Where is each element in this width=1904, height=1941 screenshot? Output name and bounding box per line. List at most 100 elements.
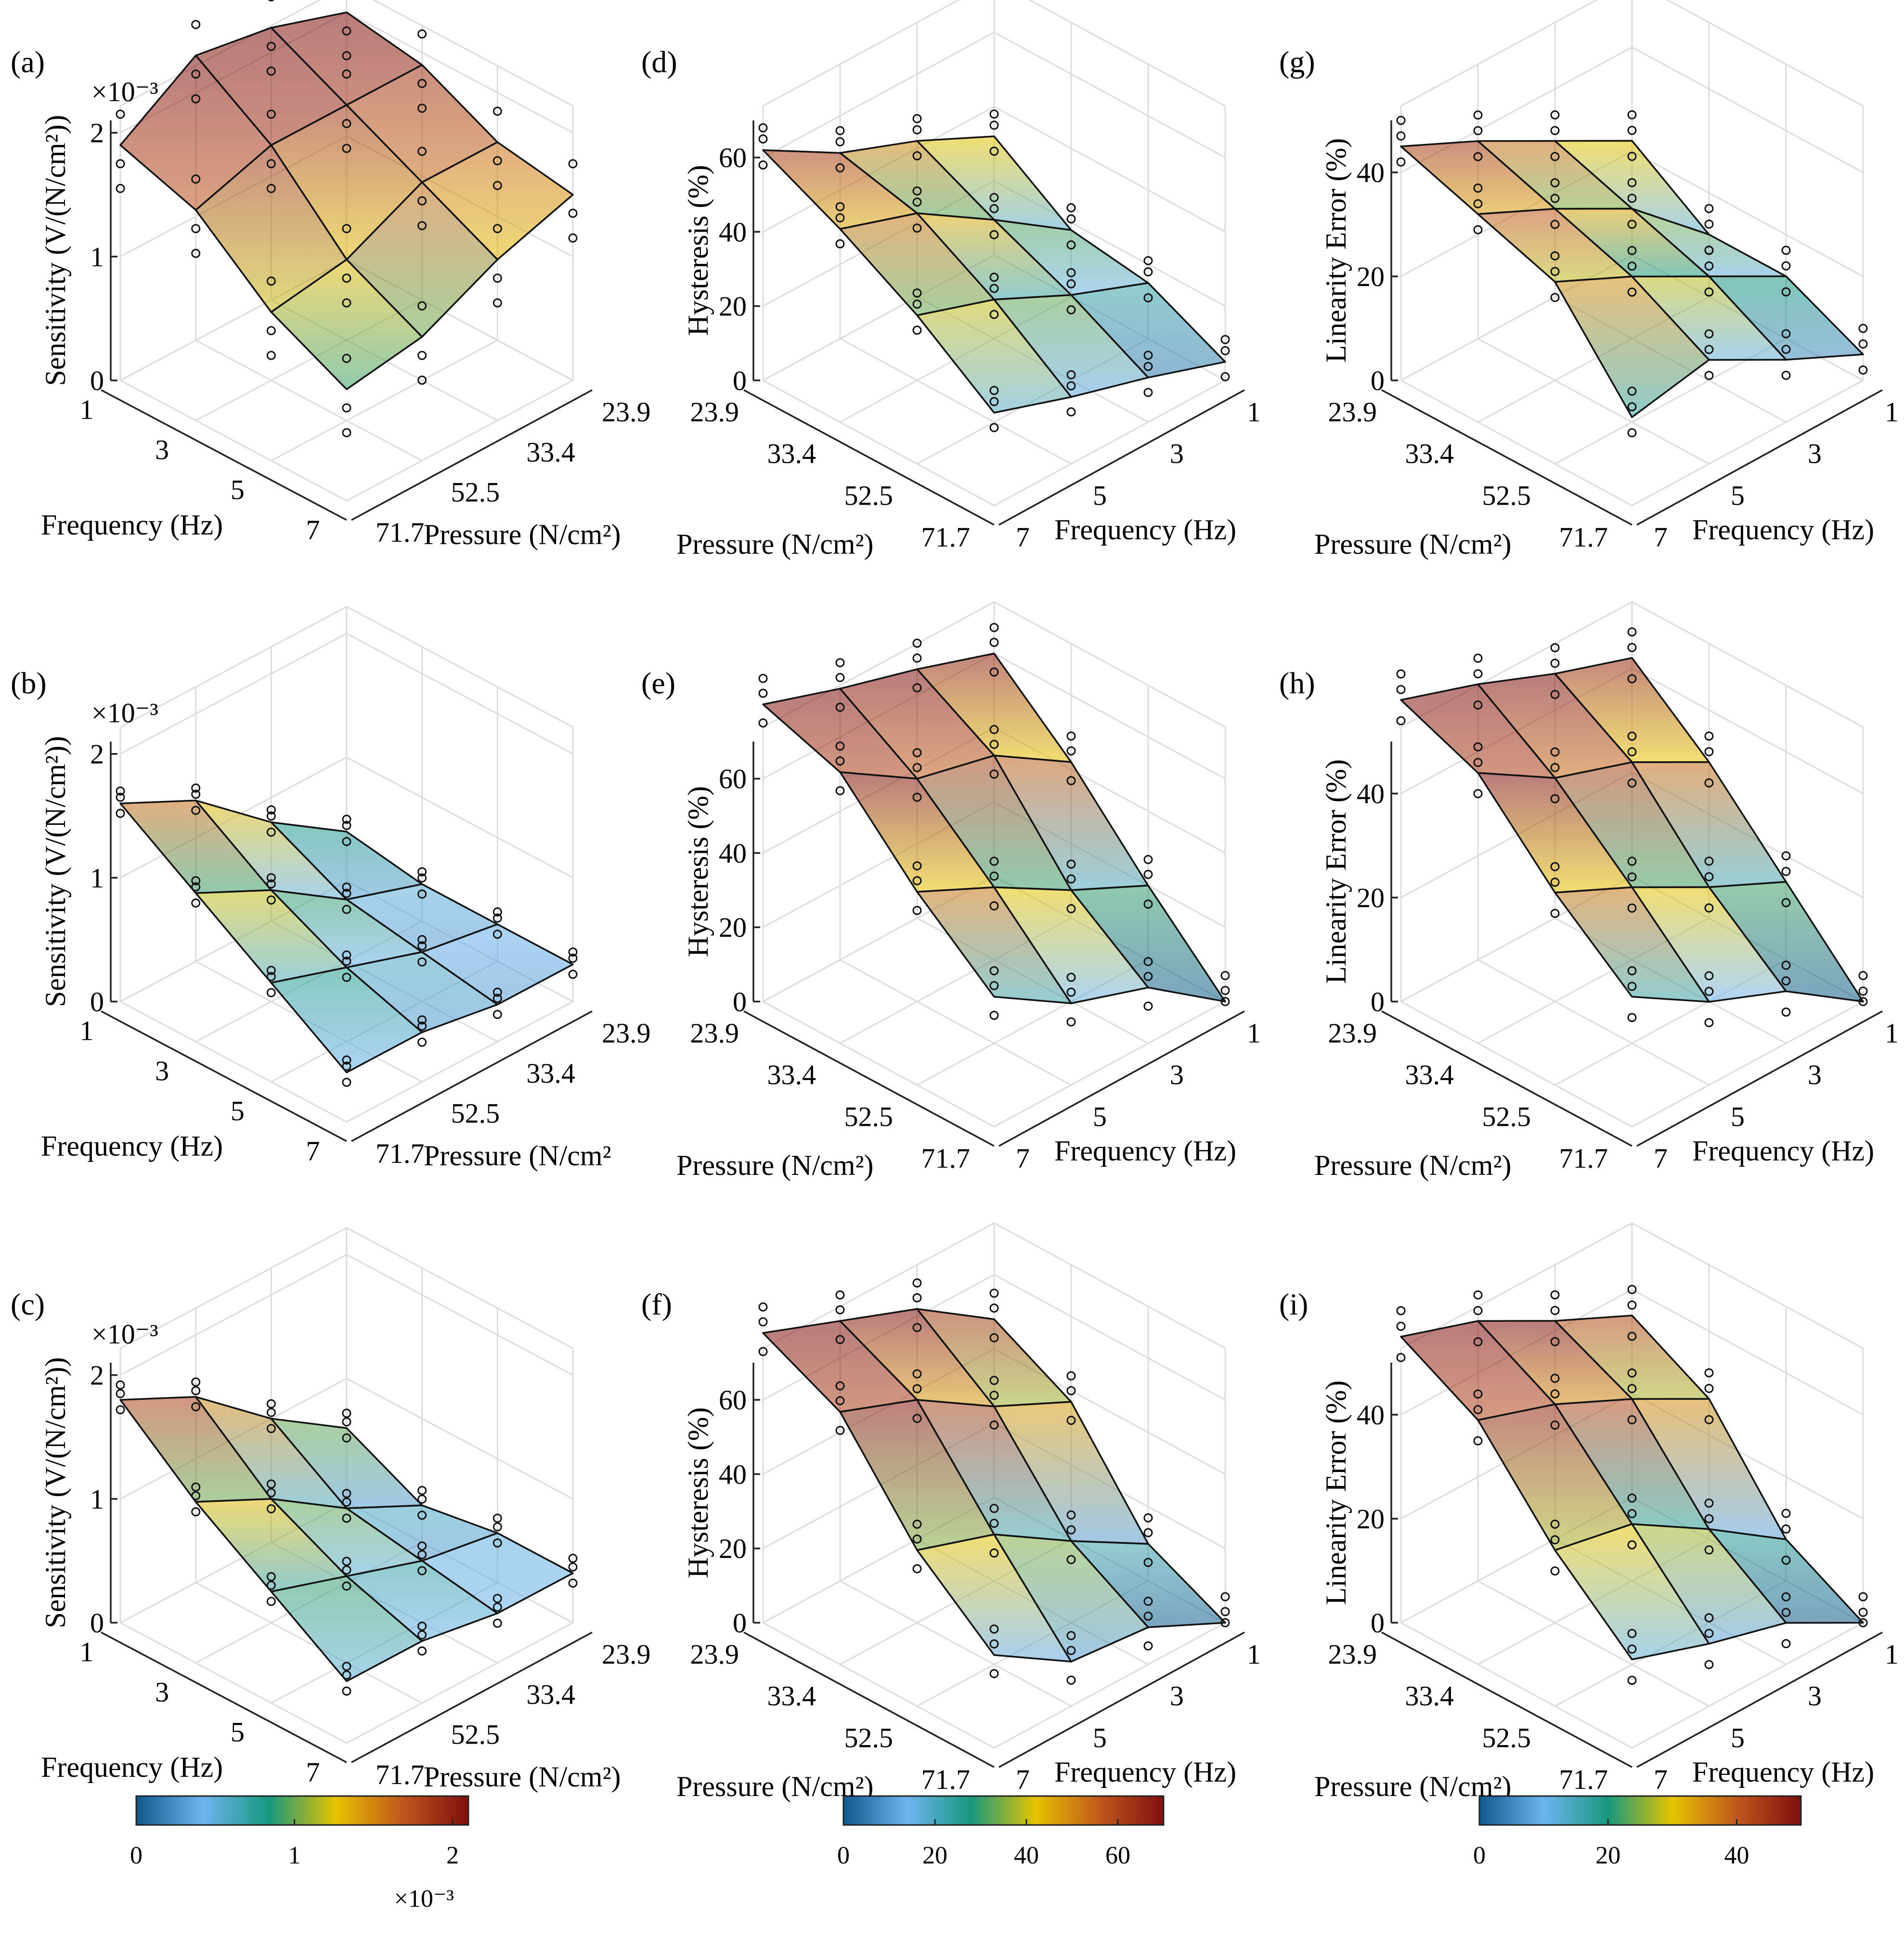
panel-label-h: (h) (1279, 666, 1315, 700)
data-point (191, 174, 201, 184)
data-point (342, 1686, 351, 1696)
data-point (912, 300, 922, 309)
data-point (1550, 220, 1560, 229)
data-point (835, 1381, 845, 1391)
data-point (191, 1386, 201, 1395)
data-point (1066, 214, 1076, 224)
data-point (342, 119, 351, 129)
data-point (191, 783, 201, 793)
data-point (1627, 1331, 1637, 1341)
panel-b-scatter (116, 783, 578, 1087)
panel-i-pressure-tick: 52.5 (1482, 1722, 1531, 1753)
data-point (1066, 1510, 1076, 1520)
data-point (1550, 1337, 1560, 1346)
data-point (1704, 1368, 1714, 1378)
data-point (1143, 256, 1153, 265)
panel-label-d: (d) (641, 45, 677, 79)
panel-b-axes (101, 742, 593, 1142)
data-point (1473, 110, 1483, 120)
panel-h-scatter (1396, 627, 1868, 1028)
data-point (1066, 1371, 1076, 1381)
data-point (1143, 1528, 1153, 1537)
data-point (835, 239, 845, 248)
data-point (116, 1380, 125, 1390)
panel-h-ztick: 0 (1371, 986, 1385, 1017)
data-point (1550, 1519, 1560, 1529)
panel-f-pressure-tick: 71.7 (921, 1764, 971, 1795)
data-point (1550, 1420, 1560, 1430)
data-point (1627, 643, 1637, 652)
data-point (342, 1417, 351, 1427)
data-point (1550, 658, 1560, 668)
data-point (1473, 653, 1483, 663)
data-point (1627, 178, 1637, 187)
data-point (1143, 362, 1153, 371)
data-point (1781, 851, 1791, 860)
colorbar-3-tick: 0 (1473, 1842, 1486, 1869)
data-point (1066, 860, 1076, 869)
data-point (1066, 305, 1076, 314)
data-point (912, 906, 922, 915)
panel-g-pressure-tick: 71.7 (1559, 521, 1608, 553)
data-point (266, 827, 276, 837)
data-point (342, 1581, 351, 1591)
data-point (989, 1011, 999, 1020)
data-point (989, 1504, 999, 1513)
data-point (266, 326, 276, 336)
panel-g-freq-tick: 7 (1654, 521, 1668, 553)
data-point (492, 987, 502, 997)
panel-c-pressure-tick: 52.5 (451, 1719, 500, 1750)
data-point (1858, 1592, 1868, 1602)
data-point (1781, 287, 1791, 297)
panel-e-scatter (758, 623, 1230, 1027)
data-point (1781, 976, 1791, 986)
data-point (492, 1594, 502, 1603)
data-point (191, 224, 201, 234)
data-point (266, 276, 276, 286)
data-point (1220, 1618, 1230, 1628)
panel-f-freq-tick: 1 (1247, 1639, 1261, 1670)
data-point (989, 901, 999, 911)
panel-h-freq-tick: 3 (1808, 1059, 1822, 1091)
data-point (912, 326, 922, 335)
data-point (417, 104, 427, 113)
data-point (1550, 643, 1560, 652)
data-point (342, 1498, 351, 1507)
data-point (266, 66, 276, 76)
data-point (1704, 971, 1714, 981)
data-point (1473, 225, 1483, 234)
data-point (266, 351, 276, 360)
data-point (417, 957, 427, 967)
data-point (1066, 1017, 1076, 1027)
data-point (912, 876, 922, 886)
data-point (1066, 1631, 1076, 1641)
data-point (266, 159, 276, 169)
data-point (1627, 1384, 1637, 1394)
data-point (417, 1511, 427, 1520)
data-point (1627, 428, 1637, 438)
panel-a-ylabel: Pressure (N/cm²) (424, 519, 621, 550)
panel-b-zexp: ×10⁻³ (91, 697, 158, 729)
panel-d-ztick: 0 (733, 365, 747, 396)
panel-c-zexp: ×10⁻³ (91, 1318, 158, 1350)
data-point (1473, 152, 1483, 161)
data-point (912, 288, 922, 298)
data-point (1627, 1415, 1637, 1425)
panel-b-pressure-tick: 33.4 (526, 1057, 575, 1089)
data-point (912, 763, 922, 772)
data-point (568, 159, 578, 169)
panel-g-axes (1381, 120, 1883, 526)
data-point (1627, 857, 1637, 866)
data-point (1627, 981, 1637, 991)
data-point (758, 1317, 768, 1327)
colorbar-1-tick: 2 (446, 1842, 459, 1869)
panel-a-xlabel: Frequency (Hz) (41, 509, 223, 541)
data-point (1550, 1535, 1560, 1545)
panel-c-pressure-tick: 23.9 (602, 1639, 651, 1670)
data-point (1627, 674, 1637, 684)
data-point (1550, 763, 1560, 772)
data-point (1066, 1416, 1076, 1425)
data-point (191, 806, 201, 815)
data-point (989, 872, 999, 881)
